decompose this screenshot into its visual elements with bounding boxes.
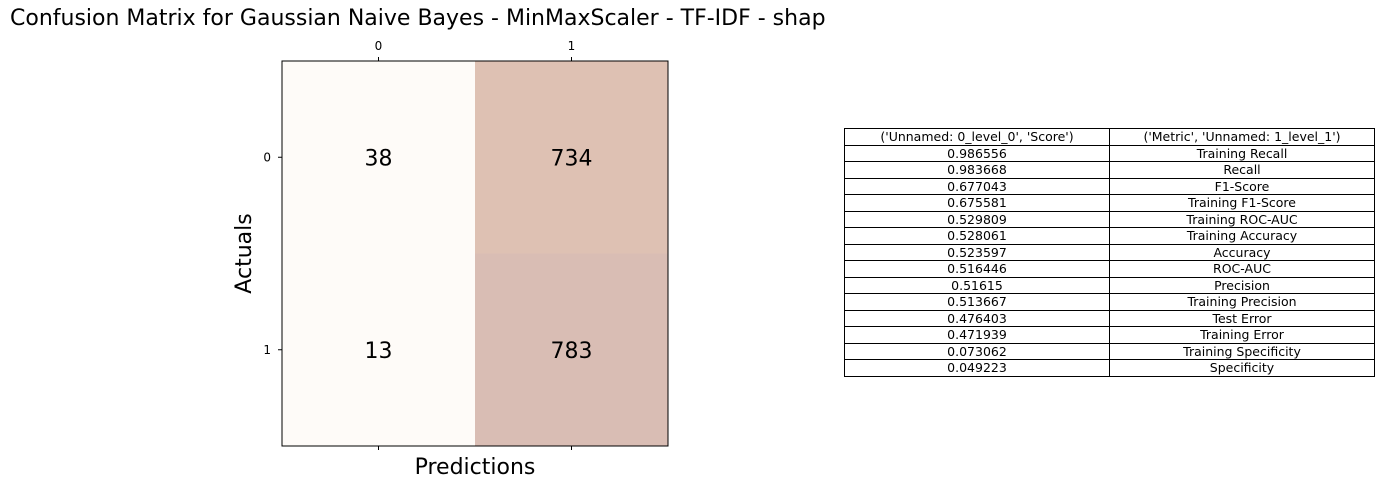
table-row: 0.523597 Accuracy [844,243,1375,261]
score-cell: 0.528061 [844,227,1110,245]
metric-name-cell: Training Specificity [1109,342,1375,360]
table-row: 0.675581 Training F1-Score [844,194,1375,212]
score-cell: 0.073062 [844,342,1110,360]
table-row: 0.986556 Training Recall [844,144,1375,162]
table-row: 0.677043 F1-Score [844,177,1375,195]
score-cell: 0.523597 [844,243,1110,261]
matrix-value-label: 783 [551,339,593,364]
matrix-value-label: 13 [365,339,393,364]
metric-name-cell: ROC-AUC [1109,260,1375,278]
table-row: 0.528061 Training Accuracy [844,227,1375,245]
score-cell: 0.471939 [844,326,1110,344]
table-row: 0.529809 Training ROC-AUC [844,210,1375,228]
metric-name-cell: Test Error [1109,309,1375,327]
matrix-value-label: 734 [551,146,593,171]
score-cell: 0.513667 [844,293,1110,311]
table-row: 0.51615 Precision [844,276,1375,294]
metric-name-cell: Training F1-Score [1109,194,1375,212]
table-row: 0.983668 Recall [844,161,1375,179]
metrics-column-header: ('Metric', 'Unnamed: 1_level_1') [1109,128,1375,146]
x-axis-label: Predictions [415,455,536,480]
table-row: 0.513667 Training Precision [844,293,1375,311]
matrix-cell-0-0 [282,61,475,254]
metric-name-cell: Recall [1109,161,1375,179]
matrix-cell-1-0 [282,253,475,446]
x-tick-label: 0 [375,39,383,53]
score-cell: 0.476403 [844,309,1110,327]
metric-name-cell: Training Precision [1109,293,1375,311]
metric-name-cell: Training ROC-AUC [1109,210,1375,228]
x-tick-label: 1 [568,39,576,53]
metric-name-cell: F1-Score [1109,177,1375,195]
matrix-cell-1-1 [475,253,668,446]
table-row: 0.476403 Test Error [844,309,1375,327]
score-cell: 0.675581 [844,194,1110,212]
y-axis-label: Actuals [232,213,257,293]
score-cell: 0.677043 [844,177,1110,195]
table-row: 0.471939 Training Error [844,326,1375,344]
matrix-value-label: 38 [365,146,393,171]
table-row: 0.049223 Specificity [844,359,1375,377]
y-tick-label: 0 [263,150,271,164]
score-cell: 0.049223 [844,359,1110,377]
table-row: 0.516446 ROC-AUC [844,260,1375,278]
metrics-column-header: ('Unnamed: 0_level_0', 'Score') [844,128,1110,146]
score-cell: 0.51615 [844,276,1110,294]
score-cell: 0.529809 [844,210,1110,228]
table-row: 0.073062 Training Specificity [844,342,1375,360]
score-cell: 0.516446 [844,260,1110,278]
y-tick-label: 1 [263,343,271,357]
metrics-table: ('Unnamed: 0_level_0', 'Score') ('Metric'… [844,128,1375,377]
score-cell: 0.986556 [844,144,1110,162]
metric-name-cell: Precision [1109,276,1375,294]
metric-name-cell: Accuracy [1109,243,1375,261]
chart-title: Confusion Matrix for Gaussian Naive Baye… [10,6,826,31]
matrix-frame [281,60,669,447]
metric-name-cell: Training Accuracy [1109,227,1375,245]
metrics-table-header-row: ('Unnamed: 0_level_0', 'Score') ('Metric'… [844,128,1375,146]
metric-name-cell: Training Recall [1109,144,1375,162]
score-cell: 0.983668 [844,161,1110,179]
metric-name-cell: Training Error [1109,326,1375,344]
matrix-cell-0-1 [475,61,668,254]
metric-name-cell: Specificity [1109,359,1375,377]
